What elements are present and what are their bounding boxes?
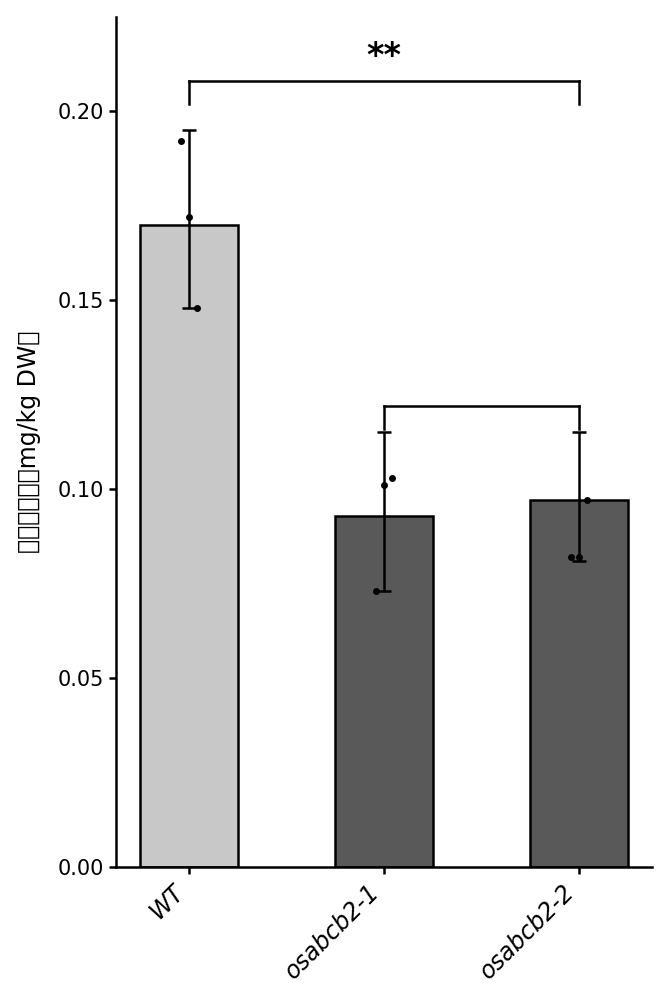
Point [183, 209, 194, 225]
Point [581, 492, 592, 508]
Point [371, 583, 381, 599]
Bar [531, 500, 628, 867]
Point [379, 477, 389, 493]
Point [387, 470, 397, 486]
Text: **: ** [367, 40, 401, 73]
Point [574, 549, 585, 565]
Point [566, 549, 577, 565]
Y-axis label: 糙米镉含量（mg/kg DW）: 糙米镉含量（mg/kg DW） [17, 331, 41, 553]
Point [175, 133, 186, 149]
Bar [335, 516, 433, 867]
Bar [140, 225, 237, 867]
Point [191, 300, 202, 316]
